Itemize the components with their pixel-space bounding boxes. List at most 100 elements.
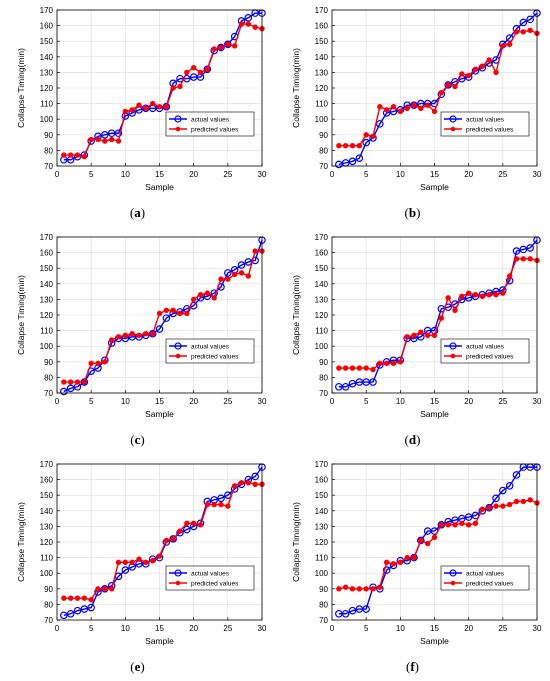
predicted-point: [245, 21, 252, 27]
y-tick-label: 120: [315, 311, 329, 320]
x-tick-label: 30: [258, 170, 267, 179]
actual-point: [485, 503, 493, 512]
predicted-point: [88, 597, 94, 603]
chart-panel-c: 0 5 10 15 20 25 30 70 80 90 100 110 120 130 140 150 160 1…: [0, 227, 275, 454]
y-tick-label: 70: [319, 162, 328, 171]
actual-point: [169, 535, 177, 543]
panel-caption: (a): [129, 205, 146, 220]
predicted-point: [190, 296, 197, 303]
actual-point: [362, 605, 370, 613]
y-tick-label: 170: [40, 6, 54, 15]
panel-caption-letter: c: [134, 432, 141, 447]
actual-point: [355, 154, 364, 163]
predicted-point: [363, 365, 369, 371]
panel-caption: (d): [404, 432, 421, 447]
y-axis-label: Collapse Timing(min): [16, 48, 26, 128]
predicted-point: [370, 366, 376, 373]
predicted-point: [122, 559, 129, 565]
predicted-point: [445, 82, 451, 88]
actual-point: [224, 40, 232, 49]
actual-point: [348, 157, 357, 166]
actual-point: [362, 138, 370, 147]
predicted-point: [88, 136, 94, 143]
predicted-point: [61, 595, 67, 601]
y-tick-label: 170: [315, 6, 329, 15]
predicted-point: [431, 332, 438, 338]
predicted-point: [184, 310, 190, 317]
axes-box: [56, 236, 263, 394]
actual-point: [114, 129, 123, 138]
predicted-point: [225, 41, 231, 48]
y-tick-label: 90: [319, 358, 328, 367]
predicted-point: [143, 331, 149, 337]
predicted-point: [342, 143, 349, 149]
predicted-point: [486, 504, 492, 511]
x-tick-label: 30: [258, 624, 267, 633]
x-tick-label: 30: [533, 397, 542, 406]
predicted-point: [465, 72, 472, 79]
y-tick-label: 120: [315, 538, 329, 547]
legend-marker-actual: [449, 342, 457, 350]
predicted-point: [177, 528, 183, 534]
x-tick-label: 10: [396, 170, 405, 179]
predicted-point: [506, 41, 513, 48]
predicted-point: [465, 290, 472, 296]
predicted-point: [493, 292, 499, 298]
legend-marker-actual: [174, 342, 182, 350]
predicted-point: [377, 584, 383, 590]
y-tick-label: 100: [315, 342, 329, 351]
predicted-point: [493, 69, 499, 76]
x-tick-label: 10: [396, 397, 405, 406]
x-tick-label: 15: [430, 397, 439, 406]
predicted-point: [411, 332, 417, 338]
y-tick-label: 150: [315, 264, 329, 273]
legend-label: actual values: [191, 117, 230, 124]
actual-point: [73, 606, 82, 615]
y-tick-label: 140: [315, 53, 329, 62]
legend-marker-actual: [449, 115, 457, 123]
x-tick-label: 0: [55, 397, 60, 406]
x-tick-label: 20: [464, 397, 473, 406]
legend-box: [440, 338, 530, 364]
y-tick-label: 150: [40, 37, 54, 46]
y-tick-label: 120: [40, 538, 54, 547]
y-tick-label: 90: [319, 131, 328, 140]
predicted-point: [363, 132, 369, 138]
predicted-point: [225, 503, 231, 509]
predicted-point: [163, 537, 170, 544]
x-tick-label: 0: [330, 170, 335, 179]
x-tick-label: 10: [121, 624, 130, 633]
actual-point: [66, 609, 75, 618]
y-tick-label: 170: [40, 460, 54, 469]
axes-box: [56, 463, 263, 621]
actual-point: [335, 160, 343, 169]
actual-point: [348, 606, 357, 615]
actual-point: [499, 486, 507, 495]
x-tick-label: 10: [396, 624, 405, 633]
predicted-point: [506, 273, 513, 279]
predicted-point: [245, 480, 252, 486]
predicted-point: [411, 554, 417, 561]
chart-svg: 0 5 10 15 20 25 30 70 80 90 100 110 120 130 140 150 160 1…: [291, 6, 542, 192]
chart-svg: 0 5 10 15 20 25 30 70 80 90 100 110 120 130 140 150 160 1…: [16, 233, 267, 419]
actual-point: [512, 247, 521, 255]
y-tick-label: 130: [40, 68, 54, 77]
y-tick-label: 150: [40, 264, 54, 273]
actual-point: [244, 13, 253, 22]
x-axis-label: Sample: [420, 409, 449, 419]
series-predicted: [61, 480, 265, 603]
legend: actual values predicted values: [165, 565, 255, 591]
y-tick-label: 80: [319, 373, 328, 382]
y-tick-label: 150: [315, 37, 329, 46]
series-predicted: [61, 248, 265, 385]
y-tick-label: 140: [40, 53, 54, 62]
legend: actual values predicted values: [165, 111, 255, 137]
actual-point: [410, 101, 418, 109]
predicted-point: [356, 365, 363, 371]
actual-point: [505, 482, 514, 490]
predicted-point: [411, 102, 417, 108]
predicted-point: [513, 498, 520, 505]
y-tick-label: 150: [315, 491, 329, 500]
predicted-point: [245, 273, 252, 279]
predicted-point: [390, 360, 397, 367]
